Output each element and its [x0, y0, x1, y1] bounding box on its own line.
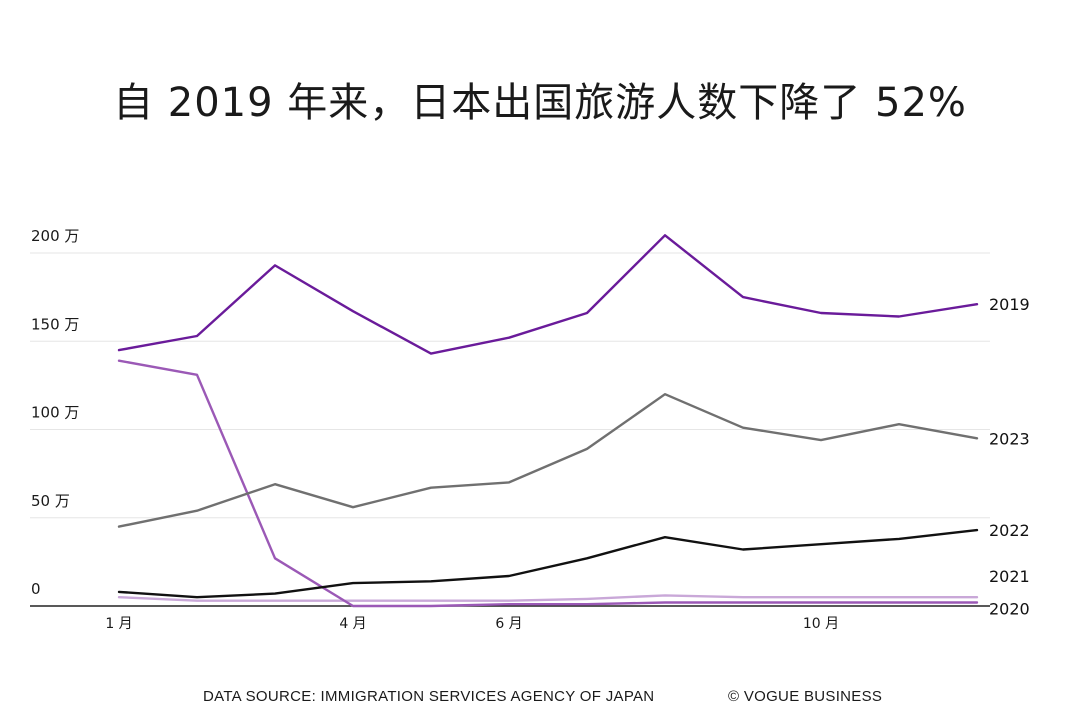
x-tick-label: 1 月: [105, 616, 132, 632]
x-tick-label: 6 月: [495, 616, 522, 632]
series-label-2021: 2021: [989, 567, 1030, 586]
x-tick-label: 4 月: [339, 616, 366, 632]
chart-title: 自 2019 年来，日本出国旅游人数下降了 52%: [113, 80, 967, 126]
series-label-2023: 2023: [989, 429, 1030, 448]
x-axis-labels: 1 月 4 月 6 月 10 月: [105, 616, 839, 632]
series-label-2022: 2022: [989, 521, 1030, 540]
series-lines: [117, 234, 979, 608]
series-end-labels: 2019 2020 2021 2022 2023: [989, 295, 1030, 618]
y-tick-label: 150 万: [31, 315, 79, 333]
y-tick-label: 50 万: [31, 492, 70, 510]
series-line-2020: [117, 359, 979, 608]
y-tick-label: 0: [31, 580, 41, 598]
series-label-2020: 2020: [989, 599, 1030, 618]
series-line-2022: [117, 528, 979, 599]
x-tick-label: 10 月: [803, 616, 839, 632]
series-line-2021: [117, 594, 979, 602]
gridlines: [30, 252, 990, 607]
copyright-credit: © VOGUE BUSINESS: [728, 688, 883, 705]
data-source-note: DATA SOURCE: IMMIGRATION SERVICES AGENCY…: [203, 688, 655, 705]
y-tick-label: 200 万: [31, 227, 79, 245]
y-axis-labels: 0 50 万 100 万 150 万 200 万: [31, 227, 79, 598]
y-tick-label: 100 万: [31, 404, 79, 422]
series-line-2019: [117, 234, 979, 355]
series-label-2019: 2019: [989, 295, 1030, 314]
series-line-2023: [117, 393, 979, 528]
